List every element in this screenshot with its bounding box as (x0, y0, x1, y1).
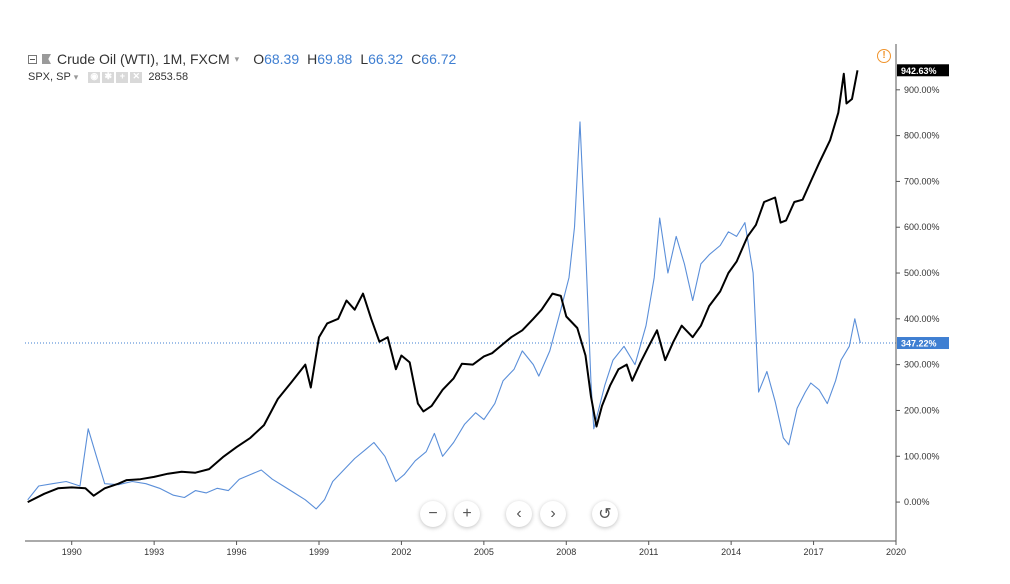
y-tick-label: 0.00% (904, 497, 930, 507)
spx-last-value-label: 942.63% (901, 66, 937, 76)
settings-gear-icon[interactable]: ✱ (102, 71, 115, 83)
y-tick-label: 700.00% (904, 176, 940, 186)
reset-button[interactable]: ↺ (592, 501, 618, 527)
y-tick-label: 300.00% (904, 360, 940, 370)
main-symbol-title[interactable]: Crude Oil (WTI), 1M, FXCM (57, 51, 230, 67)
crude-oil-series-line (27, 121, 861, 510)
y-tick-label: 500.00% (904, 268, 940, 278)
y-tick-label: 900.00% (904, 85, 940, 95)
compare-value: 2853.58 (148, 71, 189, 83)
visibility-eye-icon[interactable]: ◉ (88, 71, 101, 83)
y-axis: 0.00% 100.00% 200.00% 300.00% 400.00% 500.00%… (895, 44, 940, 541)
x-axis: 1990 1993 1996 1999 2002 2005 2008 2011 2014 2017… (25, 540, 906, 557)
x-tick-label: 2011 (639, 547, 658, 557)
x-tick-label: 2008 (556, 547, 576, 557)
y-tick-label: 400.00% (904, 314, 940, 324)
x-tick-label: 2002 (391, 547, 411, 557)
more-plus-icon[interactable]: + (116, 71, 129, 83)
high-value: 69.88 (317, 51, 353, 67)
low-label: L (360, 51, 369, 67)
open-value: 68.39 (264, 51, 300, 67)
zoom-in-button[interactable]: + (454, 501, 480, 527)
x-tick-label: 2020 (886, 547, 906, 557)
series-layer (27, 70, 861, 510)
zoom-out-button[interactable]: − (420, 501, 446, 527)
x-tick-label: 2017 (804, 547, 824, 557)
collapse-legend-icon[interactable] (28, 54, 37, 64)
scroll-right-button[interactable]: › (540, 501, 566, 527)
y-tick-label: 800.00% (904, 131, 940, 141)
x-tick-label: 1990 (62, 547, 82, 557)
flag-icon[interactable] (42, 54, 51, 64)
y-tick-label: 200.00% (904, 405, 940, 415)
close-label: C (411, 51, 422, 67)
chart-legend: Crude Oil (WTI), 1M, FXCM ▾ O 68.39 H 69.8… (28, 50, 460, 84)
low-value: 66.32 (368, 51, 404, 67)
spx-last-value-badge (897, 64, 949, 77)
remove-close-icon[interactable]: ✕ (130, 71, 143, 83)
y-tick-label: 100.00% (904, 451, 940, 461)
x-tick-label: 2005 (474, 547, 494, 557)
warning-icon[interactable]: ! (877, 49, 891, 63)
main-series-legend[interactable]: Crude Oil (WTI), 1M, FXCM ▾ O 68.39 H 69.8… (28, 50, 460, 68)
compare-symbol-title[interactable]: SPX, SP (28, 71, 71, 83)
x-tick-label: 2014 (721, 547, 741, 557)
y-tick-label: 600.00% (904, 222, 940, 232)
open-label: O (253, 51, 265, 67)
chevron-down-icon[interactable]: ▾ (234, 53, 240, 64)
compare-chevron-down-icon[interactable]: ▾ (73, 71, 79, 82)
x-tick-label: 1996 (227, 547, 247, 557)
chart-navigation: − + ‹ › ↺ (420, 501, 626, 527)
high-label: H (307, 51, 318, 67)
close-value: 66.72 (421, 51, 457, 67)
x-tick-label: 1999 (309, 547, 329, 557)
compare-series-legend[interactable]: SPX, SP ▾ ◉ ✱ + ✕ 2853.58 (28, 70, 460, 84)
x-tick-label: 1993 (144, 547, 164, 557)
spx-series-line (27, 70, 859, 503)
scroll-left-button[interactable]: ‹ (506, 501, 532, 527)
axis-value-labels: 942.63% 347.22% (897, 64, 949, 350)
crude-oil-last-value-label: 347.22% (901, 339, 937, 349)
crude-oil-last-value-badge (897, 337, 949, 350)
